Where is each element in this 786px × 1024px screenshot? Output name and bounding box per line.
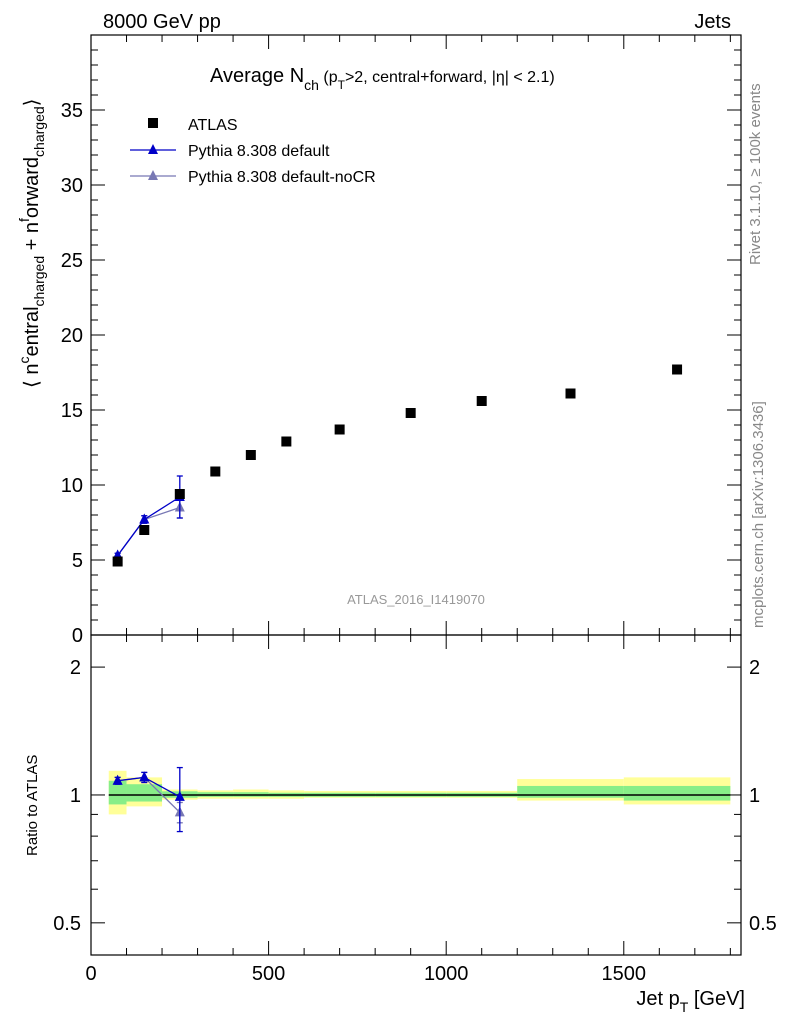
x-tick-label: 1000 (424, 963, 469, 985)
legend-label-nocr: Pythia 8.308 default-noCR (188, 169, 376, 186)
analysis-label: ATLAS_2016_I1419070 (347, 592, 485, 607)
main-panel-ticks: 0 5 10 15 20 25 30 35 (61, 34, 741, 647)
data-point (281, 436, 292, 447)
ylabel-sup2: f (16, 218, 32, 222)
ratio-series-pythia-default (112, 766, 185, 833)
ylabel-sub2: charged (31, 106, 47, 157)
data-point (139, 513, 150, 524)
ratio-panel-frame (90, 634, 742, 956)
ratio-panel-ticks: 0.5 0.5 1 1 2 2 0 500 1000 1500 (53, 635, 777, 985)
ylabel-close: ⟩ (21, 99, 43, 107)
data-point (334, 424, 345, 435)
x-tick-label: 1500 (602, 963, 647, 985)
main-panel-title: Average Nch (pT>2, central+forward, |η| … (210, 65, 555, 93)
inner-band (517, 785, 624, 798)
header-left: 8000 GeV pp (103, 11, 221, 33)
data-point (565, 388, 576, 399)
title-main: Average N (210, 65, 304, 87)
ratio-y-tick-label-right: 0.5 (749, 913, 777, 935)
ylabel-a: entral (21, 306, 43, 356)
y-tick-label: 15 (61, 400, 83, 422)
mcplots-label: mcplots.cern.ch [arXiv:1306.3436] (750, 401, 767, 628)
inner-band (623, 785, 731, 801)
data-point (476, 396, 487, 406)
ratio-y-tick-label-right: 2 (749, 657, 760, 679)
legend-marker-nocr (148, 170, 158, 180)
ratio-data-point (112, 774, 123, 785)
legend: ATLAS Pythia 8.308 default Pythia 8.308 … (130, 117, 376, 186)
title-rest-sub: T (338, 78, 346, 92)
y-tick-label: 0 (72, 625, 83, 647)
data-point (210, 466, 221, 477)
ylabel-c: orward (21, 157, 43, 218)
x-tick-label: 0 (85, 963, 96, 985)
ratio-y-tick-label-left: 1 (70, 785, 81, 807)
ratio-uncertainty-bands (108, 770, 731, 815)
ylabel-sub1: charged (31, 256, 47, 307)
data-point (405, 408, 416, 418)
ratio-y-tick-label-left: 2 (70, 657, 81, 679)
inner-band (126, 784, 163, 802)
ylabel-open: ⟨ n (21, 364, 43, 388)
legend-label-atlas: ATLAS (188, 117, 238, 134)
main-y-axis-label: ⟨ ncentralcharged + nforwardcharged⟩ (16, 99, 47, 388)
y-tick-label: 35 (61, 100, 83, 122)
data-point (672, 364, 683, 375)
xlabel-sub: T (680, 999, 689, 1015)
ratio-y-axis-label: Ratio to ATLAS (24, 755, 41, 856)
data-point (139, 525, 150, 535)
legend-marker-default (148, 144, 158, 154)
ylabel-sup1: c (16, 357, 32, 364)
ratio-y-tick-label-left: 0.5 (53, 913, 81, 935)
legend-marker-atlas (148, 118, 158, 128)
y-tick-label: 10 (61, 475, 83, 497)
xlabel-b: [GeV] (688, 988, 745, 1010)
header-right: Jets (694, 11, 731, 33)
ylabel-b: + n (21, 222, 43, 256)
data-point (112, 556, 123, 567)
ratio-data-point (174, 790, 185, 801)
y-tick-label: 25 (61, 250, 83, 272)
legend-label-default: Pythia 8.308 default (188, 143, 330, 160)
data-point (174, 489, 185, 499)
ratio-y-tick-label-right: 1 (749, 785, 760, 807)
x-tick-label: 500 (252, 963, 285, 985)
title-sub: ch (304, 77, 319, 93)
y-tick-label: 20 (61, 325, 83, 347)
data-point (245, 450, 256, 460)
rivet-version-label: Rivet 3.1.10, ≥ 100k events (747, 83, 764, 265)
y-tick-label: 5 (72, 550, 83, 572)
series-atlas (112, 364, 683, 567)
x-axis-label: Jet pT [GeV] (636, 988, 745, 1015)
main-panel: 0 5 10 15 20 25 30 35 Average Nch (pT>2, centra… (16, 34, 742, 647)
inner-band (108, 780, 127, 805)
y-tick-label: 30 (61, 175, 83, 197)
title-rest-b: >2, central+forward, |η| < 2.1) (345, 69, 555, 86)
ratio-data-point (139, 771, 150, 782)
ratio-panel: 0.5 0.5 1 1 2 2 0 500 1000 1500 Ratio to ATLAS Je… (24, 634, 777, 1015)
title-rest-a: (p (319, 69, 338, 86)
xlabel-a: Jet p (636, 988, 679, 1010)
